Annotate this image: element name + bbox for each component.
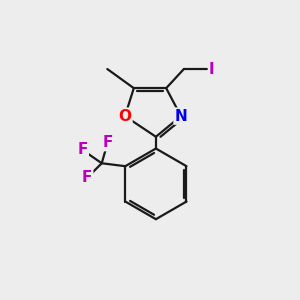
Text: N: N	[175, 109, 187, 124]
Text: O: O	[118, 109, 131, 124]
Text: F: F	[77, 142, 88, 158]
Text: F: F	[82, 170, 92, 185]
Text: F: F	[102, 135, 113, 150]
Text: I: I	[209, 61, 214, 76]
